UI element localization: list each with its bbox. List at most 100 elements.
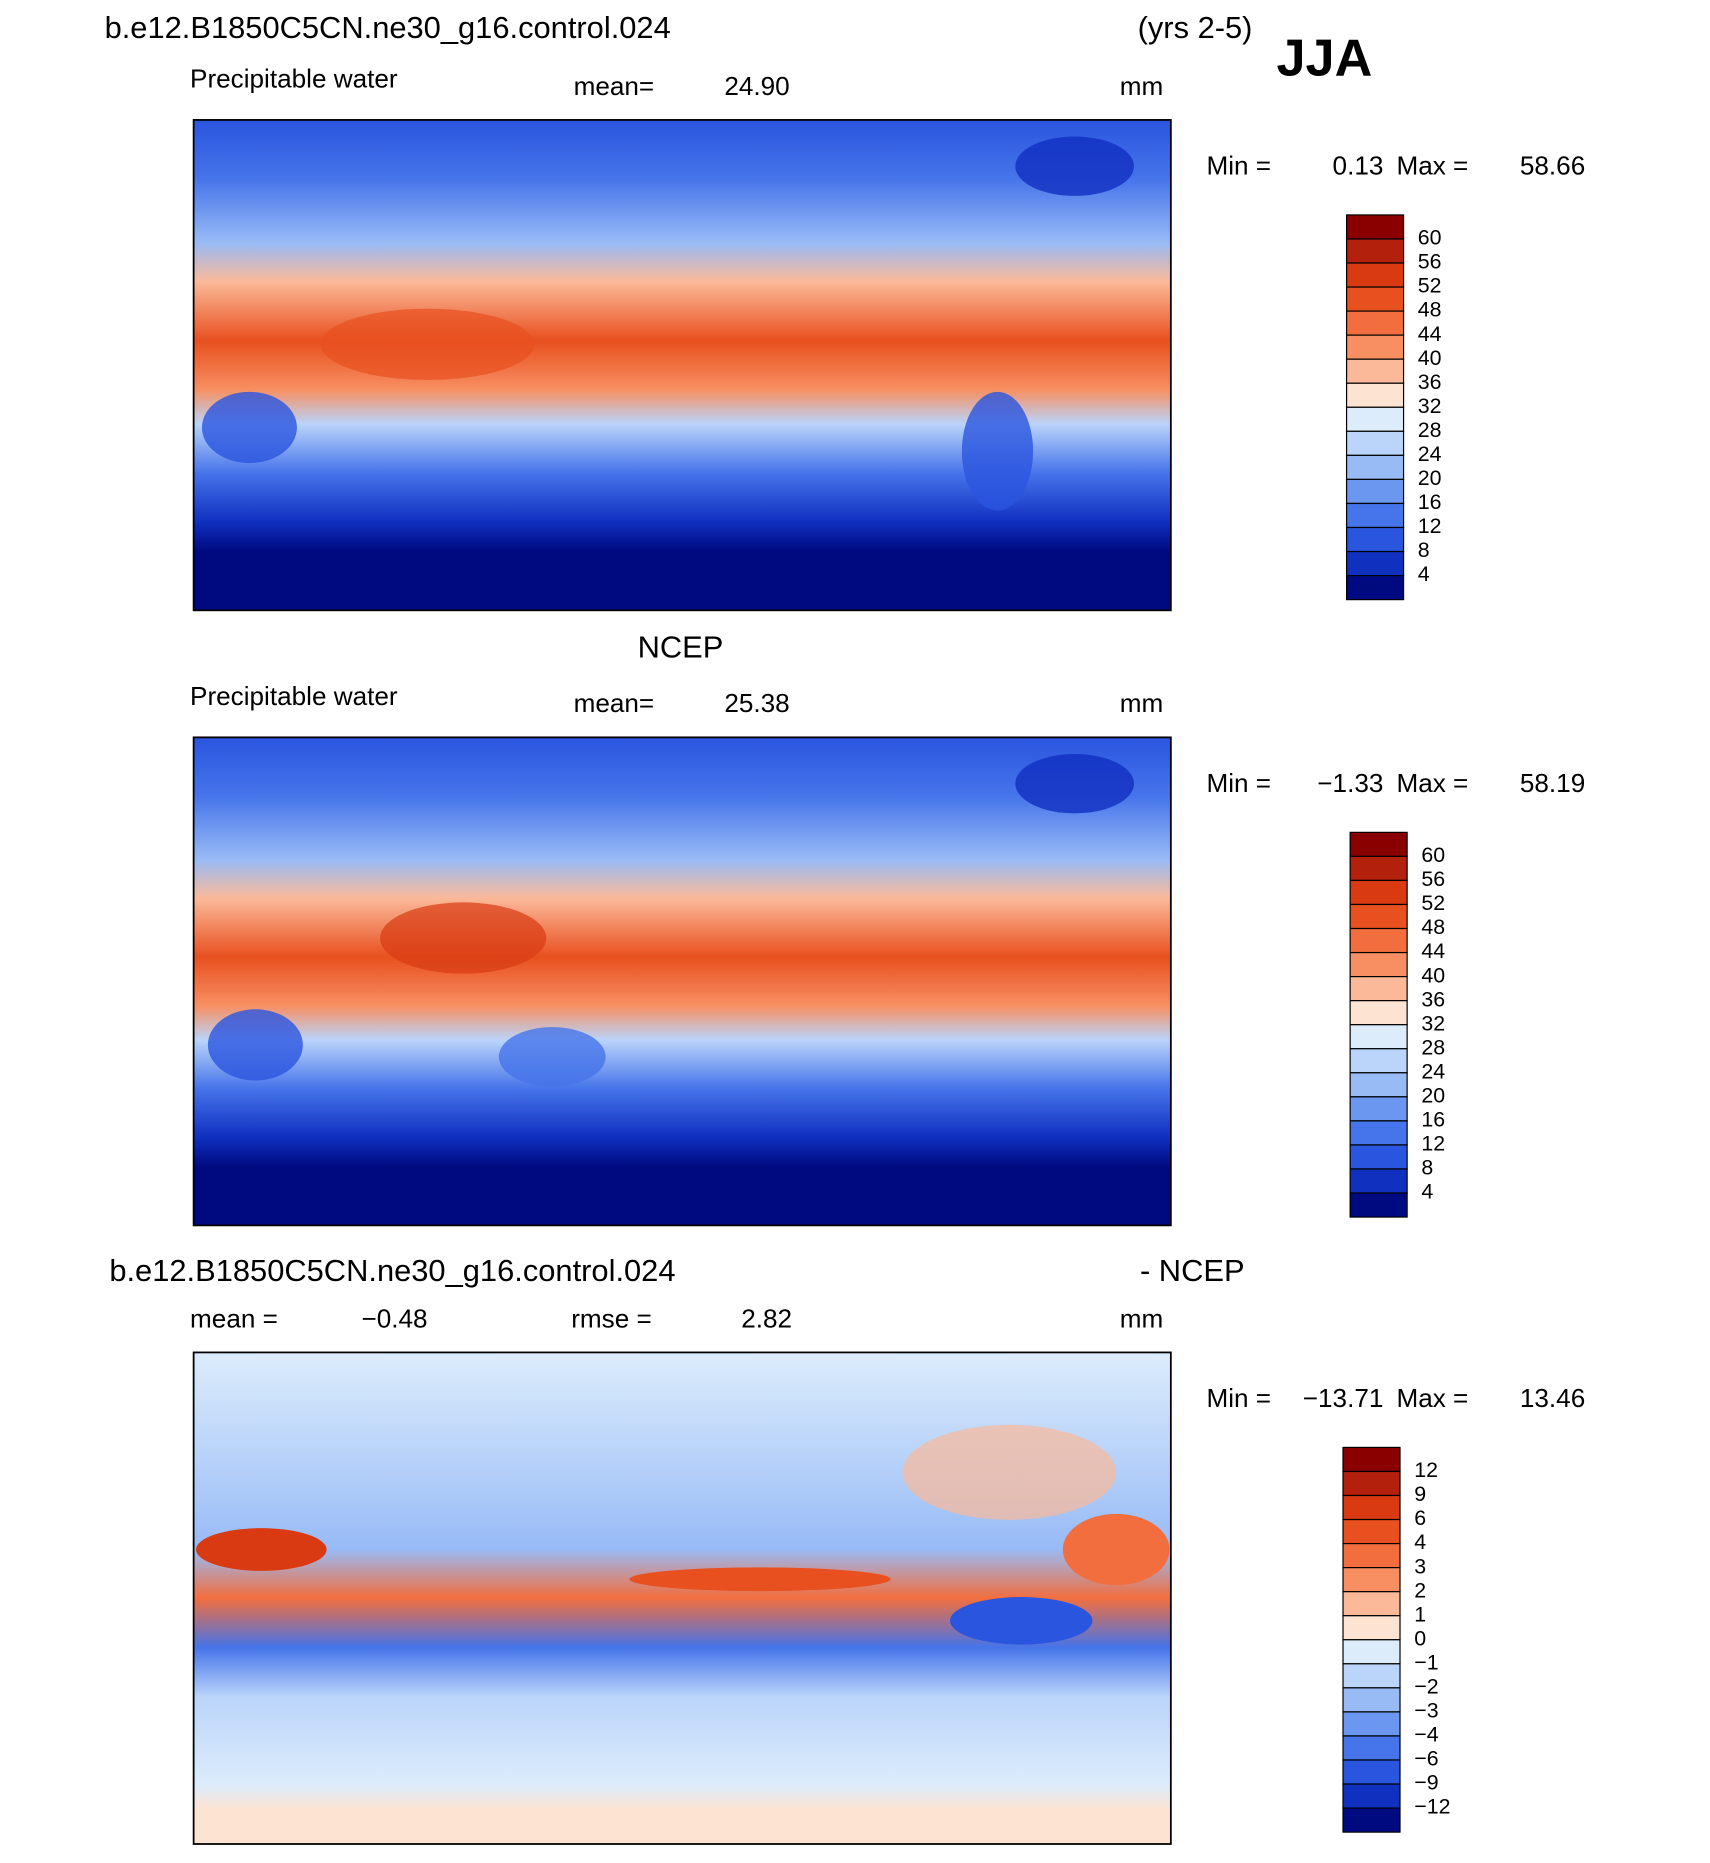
colorbar-box: [1345, 286, 1405, 312]
min-label: Min =: [1206, 150, 1271, 180]
colorbar-box: [1342, 1446, 1401, 1473]
colorbar-box: [1349, 879, 1408, 906]
colorbar-box: [1345, 238, 1405, 264]
colorbar-label: 3: [1414, 1554, 1426, 1578]
colorbar-box: [1345, 358, 1405, 384]
colorbar-label: 60: [1418, 226, 1442, 250]
panel-title: NCEP: [638, 630, 724, 665]
colorbar-label: 12: [1421, 1132, 1445, 1156]
colorbar-label: 48: [1421, 915, 1445, 939]
mean-value: 24.90: [724, 71, 789, 101]
colorbar-box: [1345, 430, 1405, 456]
colorbar-box: [1349, 1120, 1408, 1146]
colorbar-box: [1349, 1000, 1408, 1026]
map-blob: [207, 1009, 303, 1081]
colorbar-label: 60: [1421, 843, 1445, 867]
colorbar-box: [1342, 1687, 1401, 1713]
colorbar-box: [1349, 855, 1408, 882]
colorbar-label: −4: [1414, 1723, 1438, 1747]
colorbar-box: [1349, 1096, 1408, 1122]
colorbar-label: 0: [1414, 1626, 1426, 1650]
colorbar-box: [1345, 382, 1405, 408]
colorbar-label: 16: [1418, 490, 1442, 514]
colorbar-box: [1349, 1168, 1408, 1194]
colorbar-box: [1349, 1144, 1408, 1170]
colorbar-box: [1345, 262, 1405, 288]
colorbar-label: −1: [1414, 1650, 1438, 1674]
colorbar-box: [1342, 1518, 1401, 1545]
colorbar-box: [1349, 903, 1408, 930]
colorbar-box: [1345, 334, 1405, 360]
min-label: Min =: [1206, 1383, 1271, 1413]
map-blob: [1015, 753, 1135, 814]
colorbar-box: [1342, 1807, 1401, 1833]
colorbar-box: [1342, 1494, 1401, 1521]
rmse-value: 2.82: [741, 1303, 792, 1333]
map-blob: [902, 1424, 1117, 1520]
map-field: [192, 119, 1172, 612]
colorbar-label: 4: [1418, 562, 1430, 586]
colorbar-box: [1349, 1024, 1408, 1050]
colorbar-label: 1: [1414, 1602, 1426, 1626]
min-value: 0.13: [1333, 150, 1384, 180]
map-blob: [1015, 136, 1135, 196]
map-blob: [196, 1528, 327, 1571]
colorbar-label: −12: [1414, 1795, 1450, 1819]
colorbar-box: [1349, 1192, 1408, 1218]
map-blob: [201, 391, 297, 464]
colorbar-label: −9: [1414, 1771, 1438, 1795]
colorbar-box: [1345, 406, 1405, 432]
variable-label: Precipitable water: [190, 64, 398, 94]
mean-label: mean =: [190, 1303, 278, 1333]
colorbar-label: 20: [1418, 466, 1442, 490]
max-value: 58.66: [1520, 150, 1585, 180]
colorbar-label: 56: [1421, 867, 1445, 891]
map-blob: [629, 1567, 891, 1592]
colorbar-box: [1349, 976, 1408, 1002]
colorbar-label: 24: [1418, 442, 1442, 466]
colorbar-label: −6: [1414, 1747, 1438, 1771]
colorbar-label: 12: [1418, 514, 1442, 538]
colorbar-label: 36: [1421, 987, 1445, 1011]
map-blob: [380, 902, 547, 974]
min-label: Min =: [1206, 768, 1271, 798]
colorbar-label: 16: [1421, 1108, 1445, 1132]
map-blob: [498, 1027, 606, 1087]
variable-label: Precipitable water: [190, 681, 398, 711]
colorbar-box: [1342, 1759, 1401, 1785]
mean-value: 25.38: [724, 688, 789, 718]
colorbar-box: [1345, 526, 1405, 553]
map-blob: [961, 391, 1034, 511]
colorbar-box: [1345, 454, 1405, 480]
max-value: 58.19: [1520, 768, 1585, 798]
colorbar-label: 20: [1421, 1083, 1445, 1107]
mean-value: −0.48: [361, 1303, 427, 1333]
max-label: Max =: [1396, 768, 1468, 798]
season-label: JJA: [1277, 30, 1373, 88]
panel-title-right: - NCEP: [1140, 1253, 1245, 1288]
colorbar-label: 40: [1418, 346, 1442, 370]
colorbar-label: 44: [1418, 322, 1442, 346]
colorbar-box: [1345, 550, 1405, 577]
colorbar-box: [1345, 574, 1405, 601]
map-3: [192, 1351, 1172, 1845]
min-value: −13.71: [1303, 1383, 1384, 1413]
colorbar-label: 44: [1421, 939, 1445, 963]
units-label: mm: [1120, 71, 1164, 101]
panel-title: b.e12.B1850C5CN.ne30_g16.control.024: [109, 1253, 675, 1288]
colorbar-label: 8: [1418, 538, 1430, 562]
colorbar-label: 28: [1418, 418, 1442, 442]
colorbar-label: 40: [1421, 963, 1445, 987]
max-label: Max =: [1396, 1383, 1468, 1413]
max-value: 13.46: [1520, 1383, 1585, 1413]
colorbar-box: [1345, 502, 1405, 529]
colorbar-label: −2: [1414, 1675, 1438, 1699]
units-label: mm: [1120, 1303, 1164, 1333]
colorbar-label: 52: [1418, 274, 1442, 298]
colorbar-label: 36: [1418, 370, 1442, 394]
colorbar-label: 28: [1421, 1035, 1445, 1059]
min-value: −1.33: [1317, 768, 1383, 798]
colorbar-box: [1342, 1711, 1401, 1737]
colorbar-label: 24: [1421, 1059, 1445, 1083]
map-blob: [949, 1597, 1093, 1645]
